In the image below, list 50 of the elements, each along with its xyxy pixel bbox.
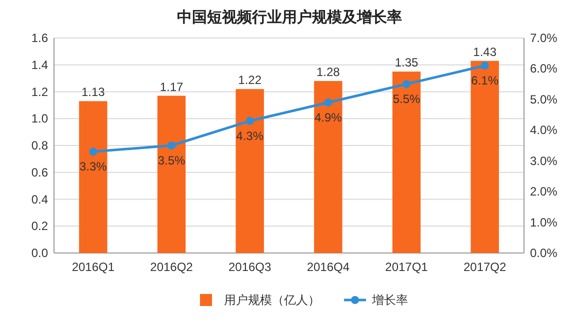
y-tick-label: 0.2 bbox=[31, 219, 48, 234]
y2-tick-label: 0.0% bbox=[530, 246, 558, 260]
point bbox=[480, 62, 489, 70]
bar bbox=[79, 101, 108, 253]
data-label: 1.13 bbox=[81, 85, 106, 100]
y-tick-label: 1.0 bbox=[31, 112, 48, 126]
x-tick-label: 2016Q1 bbox=[72, 260, 115, 274]
x-tick-label: 2016Q4 bbox=[306, 260, 350, 274]
y-tick-label: 0.6 bbox=[31, 165, 48, 180]
y-tick-label: 0.4 bbox=[31, 192, 48, 206]
data-label: 6.1% bbox=[471, 74, 499, 88]
data-label: 1.35 bbox=[394, 56, 418, 70]
y-tick-label: 0.8 bbox=[31, 138, 48, 152]
y2-tick-label: 5.0% bbox=[530, 92, 558, 106]
bar bbox=[157, 96, 186, 253]
bar bbox=[392, 72, 421, 253]
x-tick-label: 2016Q2 bbox=[150, 260, 194, 274]
y-tick-label: 1.4 bbox=[31, 58, 48, 72]
y-tick-label: 1.6 bbox=[31, 31, 48, 45]
data-label: 4.3% bbox=[236, 128, 264, 143]
x-tick-label: 2016Q3 bbox=[228, 260, 272, 274]
chart-title: 中国短视频行业用户规模及增长率 bbox=[177, 8, 402, 26]
point bbox=[168, 142, 176, 150]
y2-tick-label: 4.0% bbox=[530, 123, 558, 138]
y2-tick-label: 3.0% bbox=[530, 154, 558, 168]
y2-tick-label: 2.0% bbox=[530, 184, 558, 199]
point bbox=[246, 116, 254, 125]
y-tick-label: 1.2 bbox=[31, 84, 48, 99]
x-tick-label: 2017Q1 bbox=[385, 260, 428, 274]
point bbox=[324, 98, 332, 106]
data-label: 1.28 bbox=[316, 65, 340, 79]
data-label: 3.3% bbox=[79, 160, 108, 174]
y2-tick-label: 1.0% bbox=[530, 215, 558, 230]
y2-tick-label: 7.0% bbox=[530, 31, 558, 45]
legend-label: 用户规模（亿人） bbox=[224, 293, 320, 307]
bar bbox=[470, 60, 499, 253]
point bbox=[402, 80, 410, 88]
data-label: 3.5% bbox=[158, 154, 186, 168]
x-tick-label: 2017Q2 bbox=[463, 260, 507, 274]
y2-tick-label: 6.0% bbox=[530, 62, 558, 76]
data-label: 4.9% bbox=[314, 110, 342, 124]
data-label: 5.5% bbox=[392, 92, 420, 106]
data-label: 1.17 bbox=[160, 80, 184, 94]
data-label: 1.22 bbox=[238, 73, 262, 88]
y-tick-label: 0.0 bbox=[31, 246, 48, 260]
bar bbox=[314, 81, 342, 253]
bar bbox=[236, 89, 264, 253]
data-label: 1.43 bbox=[473, 44, 497, 59]
legend-label: 增长率 bbox=[371, 293, 408, 307]
point bbox=[89, 148, 98, 156]
